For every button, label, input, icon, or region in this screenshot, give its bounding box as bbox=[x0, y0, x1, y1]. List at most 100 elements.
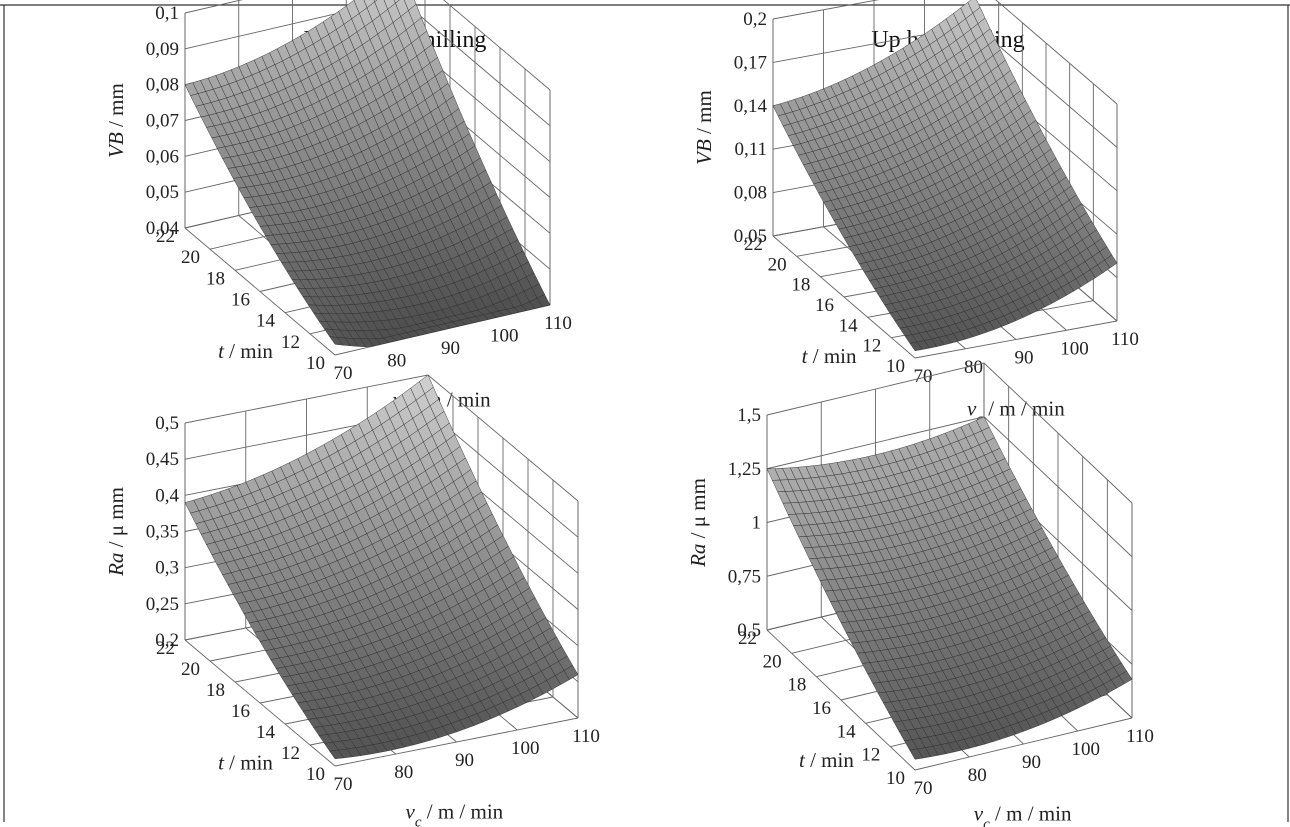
t-tick-label: 18 bbox=[206, 680, 225, 701]
z-tick-label: 0,2 bbox=[743, 9, 767, 30]
surface-mesh bbox=[772, 0, 1118, 352]
surface-mesh bbox=[766, 416, 1133, 760]
t-tick-label: 18 bbox=[206, 268, 225, 289]
t-tick-label: 18 bbox=[787, 675, 806, 696]
vc-axis-label: vc / m / min bbox=[406, 799, 504, 827]
vc-tick-label: 110 bbox=[1126, 726, 1154, 747]
surface-patch bbox=[909, 341, 923, 352]
floor-t-gridline bbox=[334, 717, 579, 767]
t-tick-label: 14 bbox=[256, 311, 276, 332]
t-tick-label: 12 bbox=[281, 743, 300, 764]
t-tick-label: 20 bbox=[763, 651, 782, 672]
t-axis-label: t / min bbox=[802, 344, 857, 368]
vc-tick-label: 90 bbox=[441, 338, 460, 359]
vc-tick-label: 110 bbox=[572, 726, 600, 747]
t-tick-label: 16 bbox=[231, 290, 250, 311]
t-tick-label: 22 bbox=[744, 234, 763, 255]
surface-patch bbox=[329, 336, 344, 346]
vc-tick-label: 90 bbox=[1015, 348, 1034, 369]
vc-tick-label: 110 bbox=[1111, 329, 1139, 350]
t-axis-label: t / min bbox=[218, 750, 273, 774]
z-tick-label: 0,3 bbox=[155, 558, 179, 579]
z-tick-label: 0,5 bbox=[155, 413, 179, 434]
t-tick-label: 12 bbox=[861, 745, 880, 766]
t-tick-label: 16 bbox=[812, 698, 831, 719]
t-tick-label: 18 bbox=[791, 275, 810, 296]
z-tick-label: 0,45 bbox=[146, 449, 179, 470]
vc-tick-label: 100 bbox=[1072, 739, 1101, 760]
z-tick-label: 0,09 bbox=[146, 39, 179, 60]
z-tick-label: 0,35 bbox=[146, 522, 179, 543]
t-tick-label: 12 bbox=[862, 336, 881, 357]
z-tick-label: 0,14 bbox=[734, 96, 768, 117]
z-tick-label: 0,4 bbox=[155, 485, 179, 506]
vc-tick-label: 100 bbox=[1060, 338, 1089, 359]
surface-mesh bbox=[184, 0, 551, 348]
surface-patch bbox=[909, 748, 924, 760]
vc-tick-label: 80 bbox=[964, 357, 983, 378]
t-tick-label: 20 bbox=[181, 659, 200, 680]
z-axis-label: VB / mm bbox=[104, 83, 128, 158]
z-tick-label: 1,5 bbox=[737, 405, 761, 426]
t-tick-label: 10 bbox=[306, 764, 325, 785]
z-tick-label: 0,04 bbox=[146, 218, 180, 239]
vc-axis-label: vc / m / min bbox=[967, 396, 1065, 427]
z-axis-label: Ra / μ mm bbox=[686, 478, 710, 568]
vc-axis-label: vc / m / min bbox=[974, 802, 1072, 827]
t-tick-label: 10 bbox=[306, 353, 325, 374]
vc-tick-label: 80 bbox=[387, 351, 406, 372]
z-tick-label: 0,17 bbox=[734, 52, 767, 73]
z-tick-label: 0,05 bbox=[146, 182, 179, 203]
vc-tick-label: 70 bbox=[334, 774, 353, 795]
vc-tick-label: 110 bbox=[544, 313, 572, 334]
z-tick-label: 0,05 bbox=[734, 226, 767, 247]
t-tick-label: 22 bbox=[738, 628, 757, 649]
t-tick-label: 10 bbox=[886, 768, 905, 789]
t-tick-label: 20 bbox=[768, 254, 787, 275]
z-tick-label: 0,5 bbox=[737, 620, 761, 641]
vc-tick-label: 80 bbox=[968, 765, 987, 786]
z-axis-label: VB / mm bbox=[692, 90, 716, 165]
t-axis-label: t / min bbox=[218, 339, 273, 363]
z-tick-label: 0,07 bbox=[146, 111, 179, 132]
t-tick-label: 22 bbox=[156, 638, 175, 659]
vc-tick-label: 100 bbox=[490, 326, 519, 347]
z-tick-label: 1,25 bbox=[728, 459, 761, 480]
t-tick-label: 22 bbox=[156, 226, 175, 247]
t-tick-label: 10 bbox=[886, 356, 905, 377]
z-tick-label: 0,08 bbox=[146, 75, 179, 96]
z-tick-label: 0,06 bbox=[146, 146, 179, 167]
vc-tick-label: 80 bbox=[394, 762, 413, 783]
t-tick-label: 12 bbox=[281, 332, 300, 353]
t-tick-label: 16 bbox=[815, 295, 834, 316]
t-tick-label: 14 bbox=[256, 722, 276, 743]
vc-tick-label: 70 bbox=[914, 366, 933, 387]
z-tick-label: 0,1 bbox=[155, 3, 179, 24]
t-tick-label: 14 bbox=[839, 315, 859, 336]
vc-tick-label: 70 bbox=[914, 778, 933, 799]
z-tick-label: 0,2 bbox=[155, 630, 179, 651]
z-tick-label: 0,08 bbox=[734, 183, 767, 204]
surface-mesh bbox=[184, 374, 579, 760]
t-tick-label: 14 bbox=[837, 721, 857, 742]
vc-tick-label: 90 bbox=[455, 750, 474, 771]
vc-tick-label: 100 bbox=[511, 738, 540, 759]
z-axis-label: Ra / μ mm bbox=[104, 487, 128, 577]
t-axis-label: t / min bbox=[799, 748, 854, 772]
z-tick-label: 0,25 bbox=[146, 594, 179, 615]
z-tick-label: 0,11 bbox=[734, 139, 767, 160]
surface-patch bbox=[329, 749, 345, 760]
t-tick-label: 16 bbox=[231, 701, 250, 722]
floor-t-gridline bbox=[914, 717, 1133, 771]
z-tick-label: 1 bbox=[752, 513, 762, 534]
floor-t-gridline bbox=[914, 320, 1118, 359]
t-tick-label: 20 bbox=[181, 247, 200, 268]
vc-tick-label: 90 bbox=[1022, 752, 1041, 773]
vc-tick-label: 70 bbox=[334, 363, 353, 384]
